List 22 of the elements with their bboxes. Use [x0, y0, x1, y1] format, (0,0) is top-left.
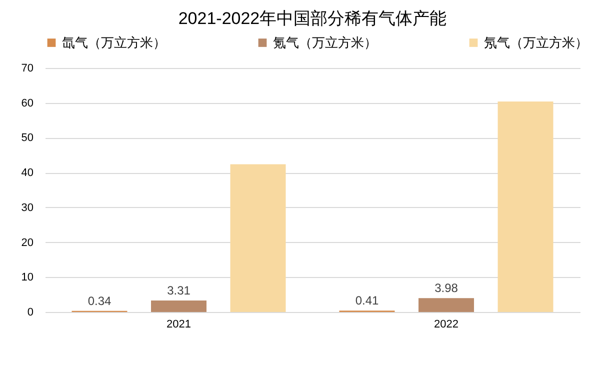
legend-label: 氖气（万立方米） [484, 34, 588, 50]
data-label: 3.98 [434, 281, 458, 296]
y-tick-label: 40 [21, 167, 34, 180]
data-label: 0.41 [355, 294, 379, 308]
legend-label: 氪气（万立方米） [273, 34, 377, 50]
data-label: 0.34 [88, 294, 112, 308]
y-tick-label: 30 [21, 202, 34, 214]
y-tick-label: 70 [21, 62, 34, 74]
bar [151, 300, 206, 312]
bar [230, 164, 286, 312]
legend-label: 氙气（万立方米） [62, 34, 166, 50]
y-tick-label: 10 [21, 272, 34, 284]
y-tick-label: 20 [21, 236, 34, 249]
x-tick-label: 2022 [434, 318, 458, 330]
bar [498, 101, 554, 312]
y-tick-label: 0 [27, 306, 34, 318]
bar [418, 298, 474, 312]
chart-title: 2021-2022年中国部分稀有气体产能 [178, 9, 447, 28]
y-tick-label: 50 [21, 132, 34, 144]
data-label: 3.31 [167, 283, 191, 298]
x-tick-label: 2021 [166, 318, 191, 330]
y-tick-label: 60 [21, 97, 34, 110]
